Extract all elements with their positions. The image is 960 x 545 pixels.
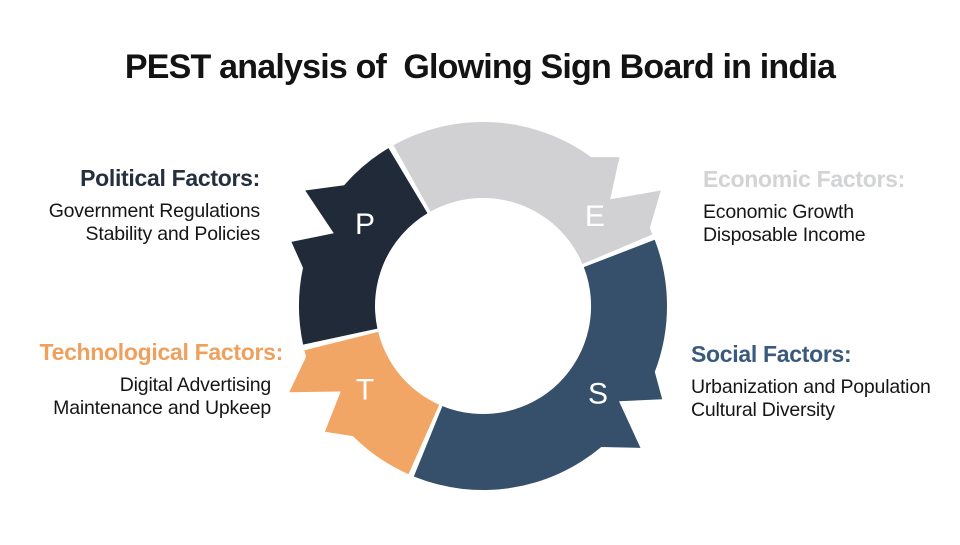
political-factors-line: Government Regulations (48, 200, 261, 222)
political-factors-heading: Political Factors: (80, 165, 260, 191)
segment-letter-S: S (588, 378, 608, 411)
economic-factors-heading: Economic Factors: (703, 166, 905, 192)
economic-factors-line: Economic Growth (703, 201, 854, 223)
social-factors-line: Cultural Diversity (691, 399, 835, 421)
segment-P (291, 148, 428, 345)
segment-E (393, 121, 661, 264)
technological-factors-line: Digital Advertising (119, 374, 271, 396)
political-factors-block: Political Factors: Government Regulation… (48, 165, 261, 246)
technological-factors-block: Technological Factors: Digital Advertisi… (39, 339, 284, 420)
segment-letter-T: T (356, 373, 374, 406)
page-title: PEST analysis of Glowing Sign Board in i… (124, 48, 836, 86)
technological-factors-line: Maintenance and Upkeep (53, 397, 271, 419)
political-factors-line: Stability and Policies (85, 223, 261, 245)
social-factors-heading: Social Factors: (691, 341, 852, 367)
economic-factors-line: Disposable Income (703, 224, 866, 246)
social-factors-line: Urbanization and Population (691, 376, 931, 398)
segment-letter-E: E (585, 200, 605, 233)
segment-S (413, 239, 668, 491)
segment-T (289, 331, 440, 475)
social-factors-block: Social Factors: Urbanization and Populat… (691, 341, 931, 422)
technological-factors-heading: Technological Factors: (39, 339, 284, 365)
economic-factors-block: Economic Factors: Economic Growth Dispos… (703, 166, 905, 247)
segment-letter-P: P (355, 208, 375, 241)
